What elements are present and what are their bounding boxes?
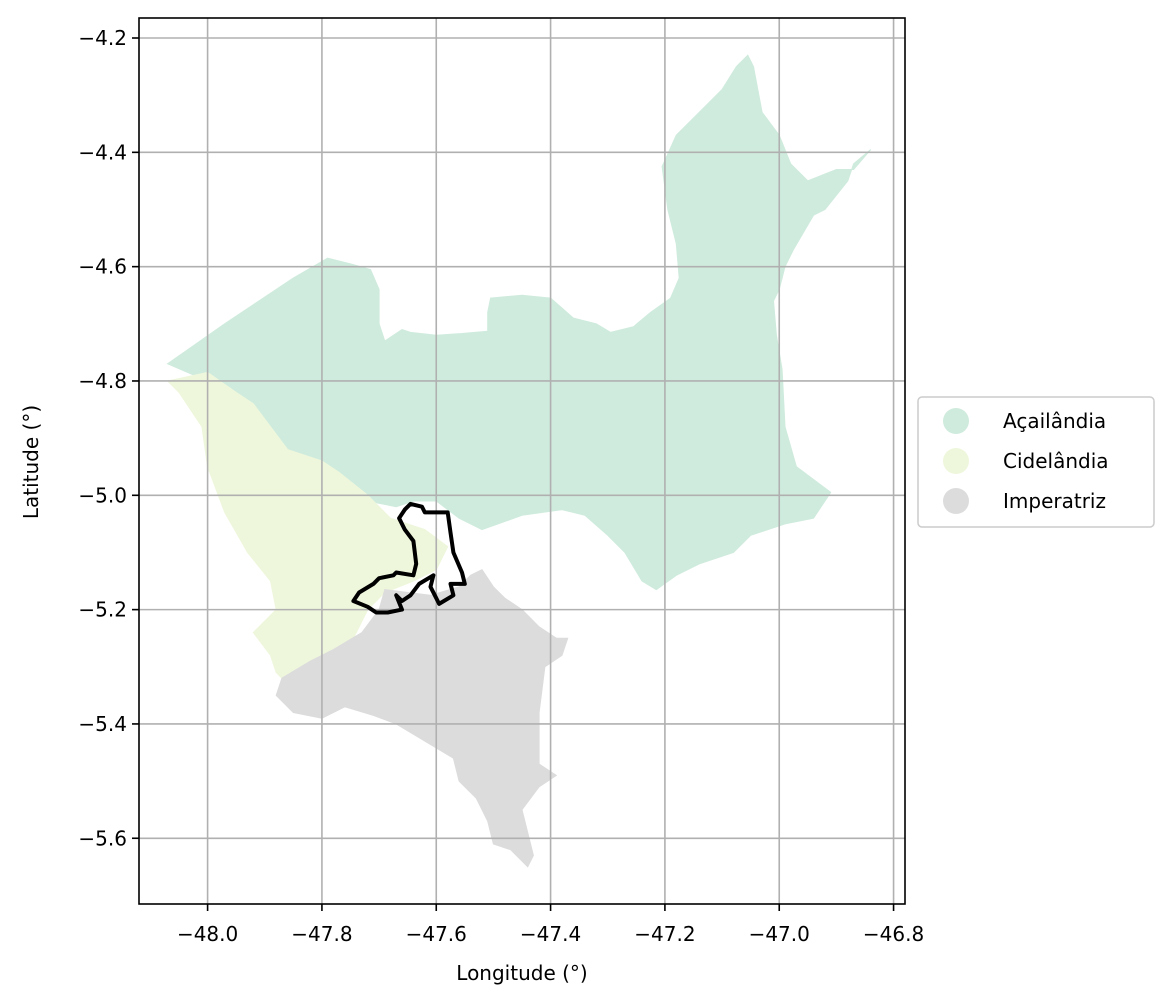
legend: Açailândia Cidelândia Imperatriz [917,396,1155,528]
highlight-outline-layer [351,501,467,615]
legend-box [917,396,1155,528]
legend-marker-cidelandia [943,448,969,474]
x-tick-label: −47.6 [406,922,467,946]
x-tick-label: −47.0 [749,922,810,946]
y-axis-label: Latitude (°) [19,405,43,519]
region-imperatriz [275,568,569,868]
x-axis-label: Longitude (°) [456,961,587,985]
x-tick-label: −46.8 [863,922,924,946]
x-axis-ticks: −48.0 −47.8 −47.6 −47.4 −47.2 −47.0 −46.8 [177,904,924,946]
x-tick-label: −47.8 [291,922,352,946]
y-tick-label: −4.2 [78,26,127,50]
y-tick-label: −4.4 [78,140,127,164]
region-cidelandia [166,371,449,685]
x-tick-label: −47.2 [634,922,695,946]
y-tick-label: −4.6 [78,255,127,279]
y-tick-label: −5.0 [78,483,127,507]
legend-marker-acailandia [943,408,969,434]
x-tick-label: −47.4 [520,922,581,946]
map-regions [166,54,872,868]
legend-label-cidelandia: Cidelândia [1003,449,1109,473]
highlight-outline [351,501,467,615]
y-tick-label: −5.2 [78,598,127,622]
x-tick-label: −48.0 [177,922,238,946]
y-tick-label: −5.6 [78,826,127,850]
legend-marker-imperatriz [943,488,969,514]
y-axis-ticks: −4.2 −4.4 −4.6 −4.8 −5.0 −5.2 −5.4 −5.6 [78,26,139,850]
y-tick-label: −4.8 [78,369,127,393]
y-tick-label: −5.4 [78,712,127,736]
region-acailandia [166,54,872,591]
plot-frame [138,17,906,905]
legend-label-acailandia: Açailândia [1003,409,1106,433]
legend-label-imperatriz: Imperatriz [1003,489,1106,513]
grid-lines [139,18,905,904]
